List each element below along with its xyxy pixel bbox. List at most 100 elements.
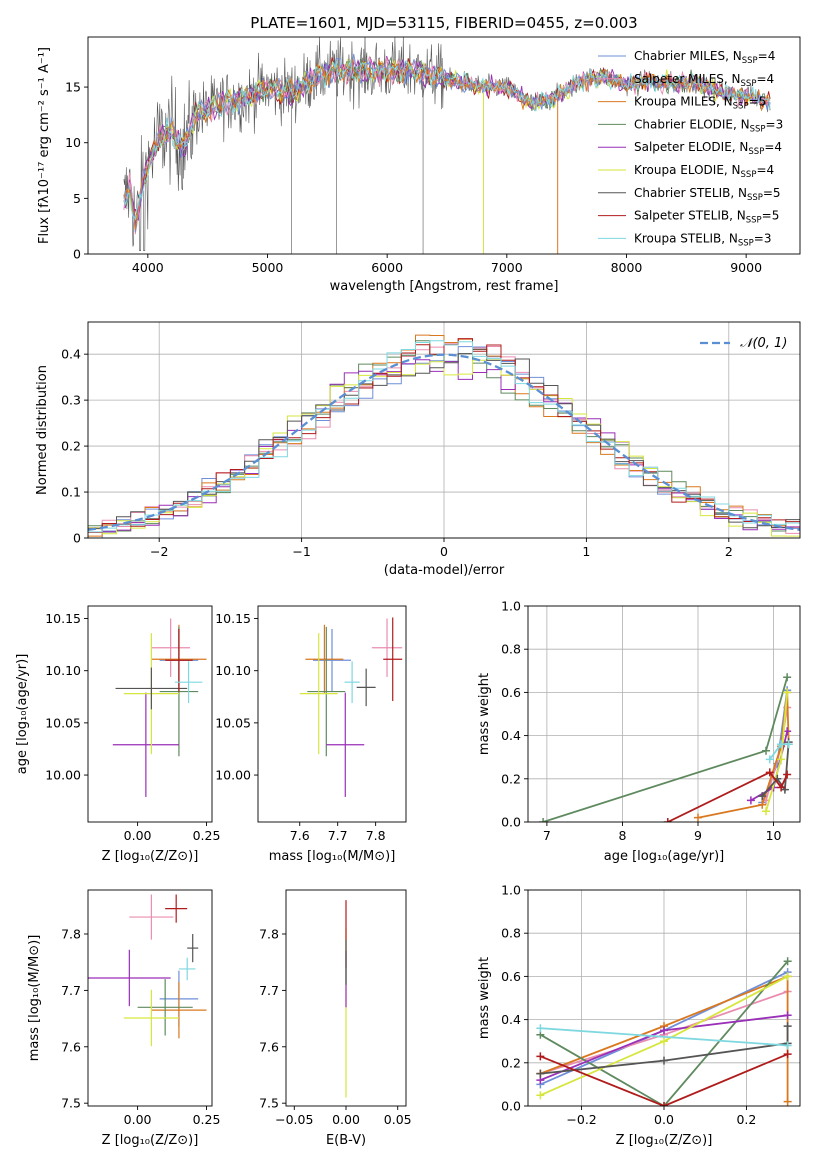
y-tick-label: 10.05 xyxy=(215,715,251,730)
weight-marker-chabrier_elodie xyxy=(783,957,792,966)
age_vs_Z-plot-area xyxy=(112,618,207,797)
x-tick-label: −2 xyxy=(150,544,168,559)
weight-marker-kroupa_elodie xyxy=(762,807,770,816)
x-tick-label: 7.8 xyxy=(366,828,386,843)
y-tick-label: 10.00 xyxy=(45,768,81,783)
weight_vs_age-axes xyxy=(528,605,800,823)
x-tick-label: 2 xyxy=(725,544,733,559)
x-tick-label: 9 xyxy=(694,828,702,843)
x-axis-label: mass [log₁₀(M/M⊙)] xyxy=(269,849,396,864)
axes-frame xyxy=(87,605,213,823)
mass_vs_ebv-frame: −0.05 0.00 0.05 7.5 7.6 7.7 7.8 E(B-V) xyxy=(259,889,412,1148)
weight-marker-kroupa_stelib xyxy=(777,740,786,749)
y-tick-label: 0.2 xyxy=(61,439,81,454)
x-tick-label: 8 xyxy=(618,828,626,843)
y-axis-label: mass [log₁₀(M/M⊙)] xyxy=(27,935,42,1062)
y-axis-label: mass weight xyxy=(477,673,492,755)
x-axis-label: (data-model)/error xyxy=(384,563,505,578)
y-tick-label: 7.8 xyxy=(61,926,81,941)
weight_vs_Z-plot-area xyxy=(536,957,792,1106)
x-tick-label: −0.2 xyxy=(566,1112,596,1127)
y-tick-label: 1.0 xyxy=(501,883,521,898)
x-tick-label: 0 xyxy=(440,544,448,559)
x-tick-label: 7.6 xyxy=(290,828,310,843)
legend-entry: Chabrier STELIB, NSSP=5 xyxy=(634,186,781,203)
weight-marker-salpeter_elodie xyxy=(783,1011,792,1020)
spectrum-plot-area xyxy=(123,37,771,254)
y-tick-label: 7.7 xyxy=(259,983,279,998)
axes-frame xyxy=(527,605,801,823)
mass_vs_Z-axes xyxy=(88,894,207,1047)
y-tick-label: 0.4 xyxy=(61,347,81,362)
residuals-plot-area xyxy=(88,334,800,538)
weight-marker-salpeter_stelib xyxy=(660,1102,668,1106)
y-tick-label: 0 xyxy=(73,531,81,546)
weight-marker-kroupa_stelib xyxy=(783,1041,792,1050)
weight-line-kroupa_miles xyxy=(697,692,790,819)
y-tick-label: 7.6 xyxy=(259,1039,279,1054)
weight-marker-kroupa_miles xyxy=(783,1097,792,1106)
x-tick-label: 0.25 xyxy=(193,828,221,843)
weight-marker-chabrier_stelib xyxy=(536,1069,545,1078)
y-tick-label: 10.00 xyxy=(215,768,251,783)
weight_vs_Z-grid xyxy=(528,889,800,1107)
x-tick-label: 0.00 xyxy=(124,1112,152,1127)
age_vs_mass-axes xyxy=(299,617,403,797)
mass_vs_Z-plot-area xyxy=(88,894,207,1047)
legend-entry: Salpeter STELIB, NSSP=5 xyxy=(634,209,779,226)
y-tick-label: 5 xyxy=(73,191,81,206)
x-axis-label: Z [log₁₀(Z/Z⊙)] xyxy=(616,1133,713,1148)
y-tick-label: 0.2 xyxy=(501,1055,521,1070)
y-tick-label: 7.5 xyxy=(61,1096,81,1111)
x-tick-label: 4000 xyxy=(132,260,164,275)
weight_vs_age-frame: 7 8 9 10 0.0 0.2 0.4 0.6 0.8 1.0 age [log₁₀(age/yr… xyxy=(477,599,801,864)
x-tick-label: 0.2 xyxy=(736,1112,756,1127)
axes-frame xyxy=(87,889,213,1107)
legend-entry: Salpeter MILES, NSSP=4 xyxy=(634,72,774,89)
weight-marker-chabrier_stelib xyxy=(783,1022,792,1031)
x-axis-label: Z [log₁₀(Z/Z⊙)] xyxy=(102,1133,199,1148)
weight-marker-chabrier_elodie xyxy=(762,746,770,755)
y-tick-label: 0.4 xyxy=(501,1012,521,1027)
age_vs_Z-axes xyxy=(112,618,207,797)
spectrum-model-kroupa_stelib xyxy=(123,58,771,221)
weight-line-salpeter_stelib xyxy=(540,1053,788,1106)
x-tick-label: 0.05 xyxy=(384,1112,412,1127)
weight-marker-salpeter_elodie xyxy=(746,796,755,805)
x-tick-label: 9000 xyxy=(730,260,762,275)
weight-marker-kroupa_stelib xyxy=(784,740,793,749)
normal-distribution-curve xyxy=(88,353,800,532)
axes-frame xyxy=(87,36,801,255)
y-tick-label: 10.10 xyxy=(215,663,251,678)
y-tick-label: 0.8 xyxy=(501,926,521,941)
y-axis-label: Flux [fλ10⁻¹⁷ erg cm⁻² s⁻¹ A⁻¹] xyxy=(37,47,52,244)
weight-marker-kroupa_elodie xyxy=(536,1091,545,1100)
x-axis-label: wavelength [Angstrom, rest frame] xyxy=(330,279,559,294)
x-tick-label: 1 xyxy=(582,544,590,559)
x-axis-label: age [log₁₀(age/yr)] xyxy=(604,849,725,864)
axes-frame xyxy=(257,605,407,823)
spectrum-model-kroupa_miles xyxy=(123,59,771,231)
spectrum-frame: 4000 5000 6000 7000 8000 9000 0 5 10 15 wavelength… xyxy=(37,14,801,294)
y-tick-label: 7.8 xyxy=(259,926,279,941)
x-tick-label: 0.0 xyxy=(654,1112,674,1127)
y-tick-label: 0.3 xyxy=(61,393,81,408)
x-tick-label: 0.00 xyxy=(332,1112,360,1127)
x-tick-label: 6000 xyxy=(371,260,403,275)
weight-marker-salpeter_stelib xyxy=(783,1050,792,1059)
weight-line-chabrier_elodie xyxy=(539,960,789,1106)
weight_vs_age-grid xyxy=(528,605,800,823)
weight-marker-kroupa_miles xyxy=(758,800,767,809)
weight-marker-kroupa_stelib xyxy=(536,1024,545,1033)
y-tick-label: 7.6 xyxy=(61,1039,81,1054)
age_vs_Z-frame: 0.00 0.25 10.00 10.05 10.10 10.15 Z [log₁₀(Z/Z… xyxy=(15,605,221,864)
y-tick-label: 0.0 xyxy=(501,815,521,830)
legend-entry: 𝒩(0, 1) xyxy=(740,336,787,351)
y-tick-label: 0 xyxy=(73,247,81,262)
legend-entry: Chabrier ELODIE, NSSP=3 xyxy=(634,117,783,134)
weight-line-salpeter_stelib xyxy=(667,771,789,822)
weight-marker-kroupa_elodie xyxy=(660,1037,668,1046)
weight-marker-chabrier_elodie xyxy=(783,673,792,682)
legend-entry: Kroupa ELODIE, NSSP=4 xyxy=(634,163,774,180)
weight-marker-chabrier_stelib xyxy=(660,1056,668,1065)
